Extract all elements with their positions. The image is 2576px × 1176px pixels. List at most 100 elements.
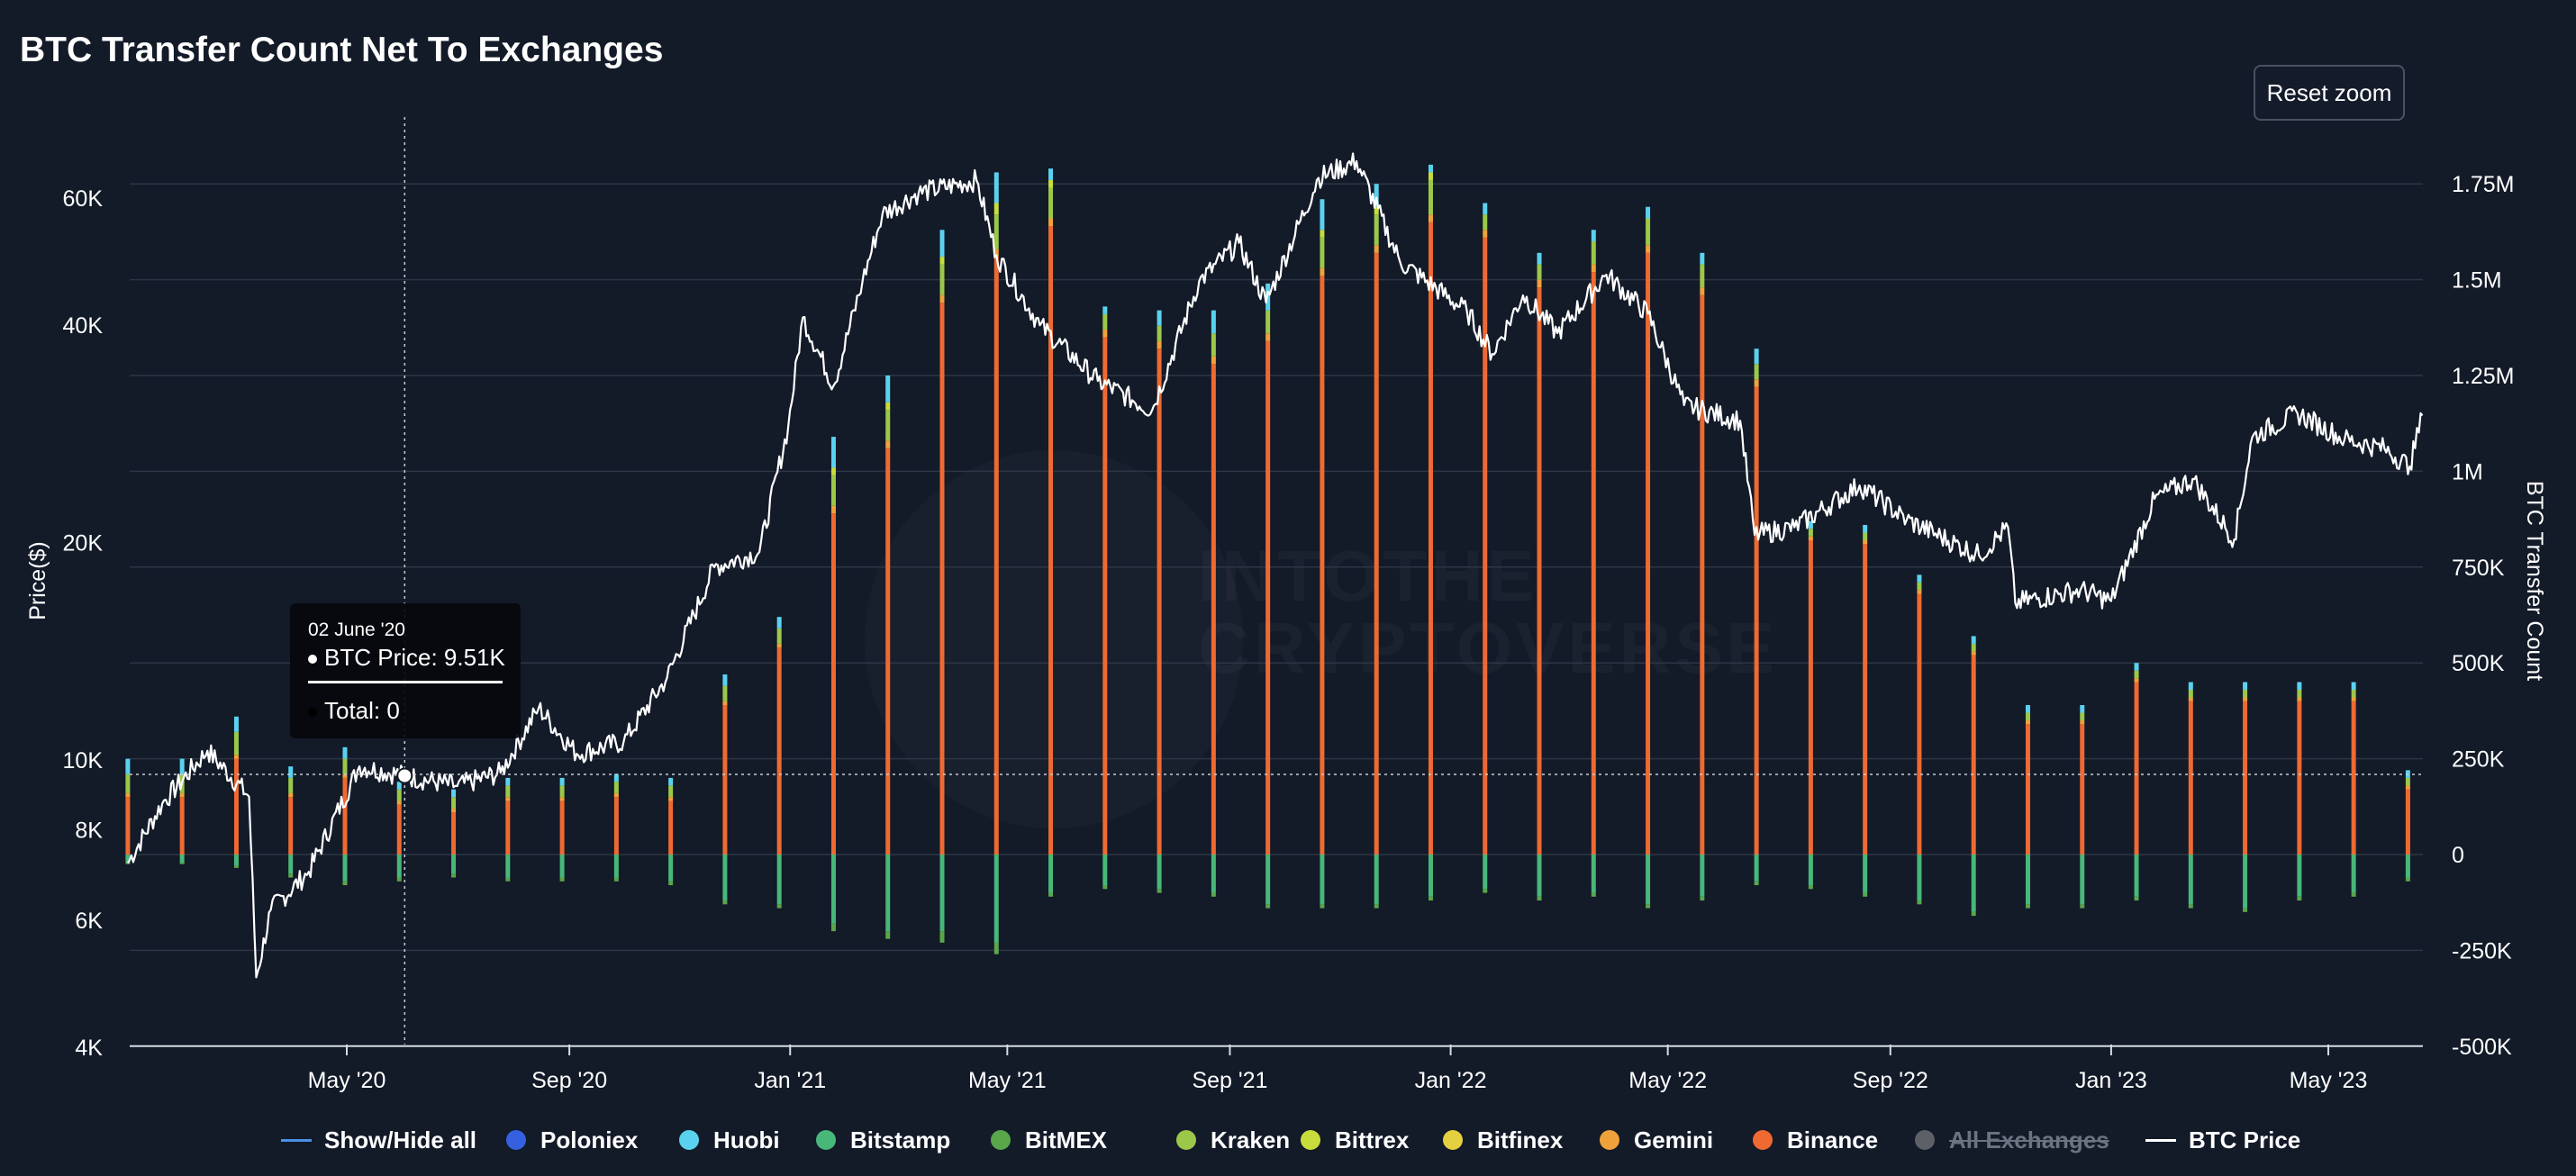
bar-bitmex[interactable] <box>2134 896 2139 901</box>
bar-huobi[interactable] <box>288 766 294 778</box>
bar-binance[interactable] <box>1591 272 1596 855</box>
bar-huobi[interactable] <box>1374 184 1379 207</box>
legend-item-show-hide-all[interactable]: Show/Hide all <box>281 1122 476 1158</box>
bar-kraken[interactable] <box>1917 582 1922 591</box>
bar-bitstamp[interactable] <box>1971 855 1976 912</box>
bar-bitmex[interactable] <box>2297 896 2302 901</box>
bar-huobi[interactable] <box>1754 348 1759 365</box>
bar-bitstamp[interactable] <box>1591 855 1596 893</box>
bar-bittrex[interactable] <box>1374 206 1379 215</box>
bar-bitmex[interactable] <box>1156 889 1162 893</box>
bar-huobi[interactable] <box>1537 252 1542 265</box>
bar-gemini[interactable] <box>885 440 891 448</box>
bar-huobi[interactable] <box>342 746 348 759</box>
bar-gemini[interactable] <box>2405 785 2410 790</box>
bar-bitstamp[interactable] <box>2134 855 2139 897</box>
bar-binance[interactable] <box>179 797 185 855</box>
bar-huobi[interactable] <box>2243 682 2248 690</box>
bar-bitstamp[interactable] <box>1917 855 1922 901</box>
bar-huobi[interactable] <box>2025 705 2030 713</box>
bar-huobi[interactable] <box>993 172 999 204</box>
bar-huobi[interactable] <box>1646 206 1651 219</box>
bar-bitstamp[interactable] <box>2188 855 2193 905</box>
bar-gemini[interactable] <box>125 792 131 798</box>
bar-huobi[interactable] <box>1808 520 1813 529</box>
bar-bitstamp[interactable] <box>1483 855 1488 890</box>
bar-gemini[interactable] <box>1211 356 1216 365</box>
bar-binance[interactable] <box>1102 337 1108 855</box>
bar-binance[interactable] <box>1048 226 1054 855</box>
bar-bitstamp[interactable] <box>505 855 511 878</box>
bar-bitmex[interactable] <box>722 900 728 905</box>
bar-binance[interactable] <box>233 758 239 855</box>
bar-kraken[interactable] <box>722 685 728 701</box>
bar-bitmex[interactable] <box>1700 896 1705 901</box>
bar-bitmex[interactable] <box>830 923 836 932</box>
bar-huobi[interactable] <box>1863 524 1868 533</box>
bar-bitmex[interactable] <box>1917 900 1922 905</box>
bar-huobi[interactable] <box>233 716 239 732</box>
bar-binance[interactable] <box>2351 701 2356 855</box>
bar-bittrex[interactable] <box>993 203 999 215</box>
bar-gemini[interactable] <box>613 792 619 798</box>
bar-bitstamp[interactable] <box>1754 855 1759 882</box>
bar-huobi[interactable] <box>776 617 782 629</box>
bar-binance[interactable] <box>830 513 836 855</box>
bar-huobi[interactable] <box>125 758 131 774</box>
bar-bitmex[interactable] <box>1863 892 1868 897</box>
bar-binance[interactable] <box>2188 701 2193 855</box>
bar-binance[interactable] <box>776 647 782 855</box>
bar-bitstamp[interactable] <box>722 855 728 901</box>
bar-bitmex[interactable] <box>668 881 674 886</box>
bar-kraken[interactable] <box>396 789 402 801</box>
bar-binance[interactable] <box>559 801 565 855</box>
bar-bitstamp[interactable] <box>613 855 619 878</box>
legend-item-binance[interactable]: Binance <box>1753 1122 1878 1158</box>
bar-kraken[interactable] <box>2405 777 2410 786</box>
bar-huobi[interactable] <box>1483 203 1488 215</box>
bar-bitmex[interactable] <box>2080 904 2085 909</box>
bar-kraken[interactable] <box>125 773 131 793</box>
bar-bitmex[interactable] <box>1320 904 1325 909</box>
bar-gemini[interactable] <box>1537 279 1542 288</box>
bar-gemini[interactable] <box>396 801 402 805</box>
bar-gemini[interactable] <box>1971 651 1976 656</box>
bar-kraken[interactable] <box>288 777 294 793</box>
bar-binance[interactable] <box>2080 724 2085 855</box>
bar-huobi[interactable] <box>505 777 511 786</box>
bar-bitstamp[interactable] <box>125 855 131 863</box>
legend-item-huobi[interactable]: Huobi <box>679 1122 780 1158</box>
bar-bitmex[interactable] <box>1374 904 1379 909</box>
bar-binance[interactable] <box>1863 544 1868 855</box>
bar-bitstamp[interactable] <box>1211 855 1216 893</box>
bar-kraken[interactable] <box>1537 264 1542 280</box>
bar-gemini[interactable] <box>1265 333 1271 341</box>
bar-bitmex[interactable] <box>1754 881 1759 886</box>
bar-binance[interactable] <box>1917 593 1922 855</box>
bar-bitmex[interactable] <box>2405 877 2410 882</box>
bar-bitmex[interactable] <box>1646 904 1651 909</box>
bar-bitstamp[interactable] <box>2351 855 2356 893</box>
bar-gemini[interactable] <box>2297 697 2302 701</box>
bar-bitstamp[interactable] <box>1048 855 1054 893</box>
bar-bitmex[interactable] <box>233 865 239 868</box>
bar-huobi[interactable] <box>1320 199 1325 231</box>
bar-binance[interactable] <box>1428 222 1433 855</box>
bar-bitstamp[interactable] <box>1265 855 1271 905</box>
bar-gemini[interactable] <box>2080 720 2085 725</box>
bar-binance[interactable] <box>1211 364 1216 855</box>
bar-kraken[interactable] <box>2025 712 2030 721</box>
bar-gemini[interactable] <box>233 755 239 759</box>
bar-bitstamp[interactable] <box>1374 855 1379 905</box>
bar-huobi[interactable] <box>722 674 728 686</box>
bar-huobi[interactable] <box>1591 230 1596 242</box>
bar-kraken[interactable] <box>1211 333 1216 357</box>
bar-kraken[interactable] <box>613 782 619 793</box>
bar-huobi[interactable] <box>2188 682 2193 690</box>
bar-kraken[interactable] <box>559 785 565 798</box>
bar-gemini[interactable] <box>2134 678 2139 683</box>
bar-bitmex[interactable] <box>288 873 294 878</box>
bar-kraken[interactable] <box>668 785 674 798</box>
bar-binance[interactable] <box>1537 287 1542 855</box>
bar-bitmex[interactable] <box>179 862 185 864</box>
